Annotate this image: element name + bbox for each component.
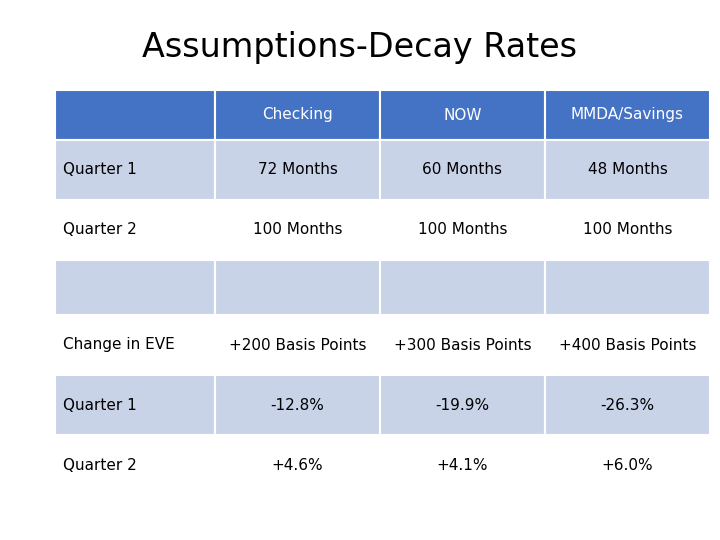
Text: -19.9%: -19.9%	[436, 397, 490, 413]
Bar	[380, 375, 545, 435]
Bar	[545, 375, 710, 435]
Bar	[215, 315, 380, 375]
Text: +200 Basis Points: +200 Basis Points	[229, 338, 366, 353]
Text: 100 Months: 100 Months	[253, 222, 342, 238]
Bar	[545, 435, 710, 495]
Bar	[215, 200, 380, 260]
Text: Change in EVE: Change in EVE	[63, 338, 175, 353]
Bar	[55, 435, 215, 495]
Text: Quarter 2: Quarter 2	[63, 222, 137, 238]
Text: 48 Months: 48 Months	[588, 163, 667, 178]
Text: -26.3%: -26.3%	[600, 397, 654, 413]
Bar	[55, 200, 215, 260]
Bar	[215, 260, 380, 315]
Bar	[215, 90, 380, 140]
Bar	[215, 140, 380, 200]
Text: 100 Months: 100 Months	[582, 222, 672, 238]
Text: NOW: NOW	[444, 107, 482, 123]
Bar	[545, 315, 710, 375]
Bar	[55, 90, 215, 140]
Bar	[380, 435, 545, 495]
Text: +6.0%: +6.0%	[602, 457, 653, 472]
Bar	[55, 315, 215, 375]
Bar	[545, 140, 710, 200]
Text: 60 Months: 60 Months	[423, 163, 503, 178]
Bar	[215, 435, 380, 495]
Bar	[55, 140, 215, 200]
Text: Checking: Checking	[262, 107, 333, 123]
Text: +400 Basis Points: +400 Basis Points	[559, 338, 696, 353]
Bar	[545, 90, 710, 140]
Text: 100 Months: 100 Months	[418, 222, 508, 238]
Text: Quarter 2: Quarter 2	[63, 457, 137, 472]
Bar	[545, 200, 710, 260]
Text: +4.6%: +4.6%	[271, 457, 323, 472]
Bar	[380, 200, 545, 260]
Text: +4.1%: +4.1%	[437, 457, 488, 472]
Bar	[55, 375, 215, 435]
Bar	[380, 315, 545, 375]
Text: -12.8%: -12.8%	[271, 397, 325, 413]
Text: Quarter 1: Quarter 1	[63, 163, 137, 178]
Text: Quarter 1: Quarter 1	[63, 397, 137, 413]
Bar	[215, 375, 380, 435]
Bar	[545, 260, 710, 315]
Bar	[380, 140, 545, 200]
Bar	[380, 90, 545, 140]
Bar	[55, 260, 215, 315]
Text: MMDA/Savings: MMDA/Savings	[571, 107, 684, 123]
Text: +300 Basis Points: +300 Basis Points	[394, 338, 531, 353]
Text: 72 Months: 72 Months	[258, 163, 338, 178]
Bar	[380, 260, 545, 315]
Text: Assumptions-Decay Rates: Assumptions-Decay Rates	[143, 31, 577, 64]
